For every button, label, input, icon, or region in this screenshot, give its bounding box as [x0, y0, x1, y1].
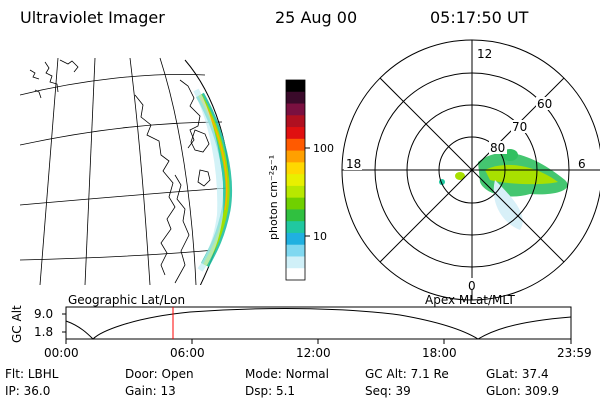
- colorbar-swatch: [286, 268, 305, 281]
- meridian-line: [159, 57, 197, 285]
- timeline-x-tick: 18:00: [422, 346, 457, 360]
- altitude-curve: [65, 308, 572, 340]
- mlt-label-6: 6: [578, 157, 586, 171]
- time-label: 05:17:50 UT: [430, 8, 529, 27]
- timeline-panel: Geographic Lat/Lon Apex MLat/MLT GC Alt …: [10, 293, 592, 360]
- timeline-frame: [65, 306, 572, 340]
- timeline-x-tick: 06:00: [170, 346, 205, 360]
- coastline: [190, 129, 210, 153]
- door-field: Door: Open: [125, 367, 194, 381]
- flt-field: Flt: LBHL: [5, 367, 59, 381]
- lat-label-70: 70: [512, 120, 527, 134]
- colorbar-swatch: [286, 174, 305, 187]
- mode-field: Mode: Normal: [245, 367, 329, 381]
- colorbar-swatch: [286, 80, 305, 93]
- glon-field: GLon: 309.9: [486, 384, 559, 398]
- glat-field: GLat: 37.4: [486, 367, 549, 381]
- coastline: [29, 69, 42, 99]
- colorbar-unit-label: photon cm⁻²s⁻¹: [267, 155, 280, 240]
- colorbar-swatch: [286, 91, 305, 105]
- colorbar-swatch: [286, 103, 305, 116]
- colorbar-swatch: [286, 115, 305, 128]
- colorbar-swatch: [286, 244, 305, 258]
- timeline-y-tick: 9.0: [34, 307, 53, 321]
- colorbar-tick-label: 10: [313, 230, 327, 243]
- timeline-x-tick: 23:59: [557, 346, 592, 360]
- timeline-x-tick: 12:00: [296, 346, 331, 360]
- colorbar-swatch: [286, 138, 305, 152]
- meridian-line: [39, 57, 59, 285]
- coastline: [134, 94, 176, 276]
- colorbar-swatch: [286, 127, 305, 140]
- mlt-label-12: 12: [477, 47, 492, 61]
- colorbar-swatch: [286, 209, 305, 222]
- colorbar: 100 10 photon cm⁻²s⁻¹: [267, 79, 334, 281]
- colorbar-swatch: [286, 185, 305, 199]
- aurora-haze: [193, 88, 224, 272]
- coastline: [44, 59, 79, 93]
- timeline-left-label: Geographic Lat/Lon: [68, 293, 185, 307]
- coastline: [174, 174, 190, 284]
- parallel-line: [20, 249, 216, 261]
- lat-label-60: 60: [537, 97, 552, 111]
- colorbar-tick-label: 100: [313, 142, 334, 155]
- ip-field: IP: 36.0: [5, 384, 51, 398]
- timeline-y-tick: 1.8: [34, 325, 53, 339]
- mlt-label-18: 18: [346, 157, 361, 171]
- lat-label-80: 80: [490, 141, 505, 155]
- colorbar-swatch: [286, 232, 305, 246]
- polar-spoke: [379, 77, 565, 263]
- meridian-line: [129, 57, 151, 285]
- gain-field: Gain: 13: [125, 384, 176, 398]
- gc-alt-field: GC Alt: 7.1 Re: [365, 367, 449, 381]
- colorbar-swatch: [286, 256, 305, 269]
- colorbar-swatch: [286, 221, 305, 234]
- colorbar-swatch: [286, 150, 305, 163]
- colorbar-swatch: [286, 197, 305, 211]
- parallel-line: [20, 73, 206, 96]
- geographic-map: [20, 57, 233, 285]
- polar-plot: 12 18 6 0 60 70 80: [341, 39, 600, 301]
- date-label: 25 Aug 00: [275, 8, 358, 27]
- seq-field: Seq: 39: [365, 384, 411, 398]
- polar-aurora: [493, 180, 523, 230]
- colorbar-swatch: [286, 162, 305, 175]
- polar-aurora: [455, 172, 465, 180]
- meridian-line: [84, 57, 96, 285]
- mlt-label-0: 0: [468, 279, 476, 293]
- dsp-field: Dsp: 5.1: [245, 384, 296, 398]
- coastline: [197, 169, 211, 187]
- timeline-x-tick: 00:00: [44, 346, 79, 360]
- instrument-title: Ultraviolet Imager: [20, 8, 165, 27]
- parallel-line: [20, 187, 229, 206]
- timeline-right-label: Apex MLat/MLT: [425, 293, 515, 307]
- timeline-y-axis-label: GC Alt: [10, 305, 24, 343]
